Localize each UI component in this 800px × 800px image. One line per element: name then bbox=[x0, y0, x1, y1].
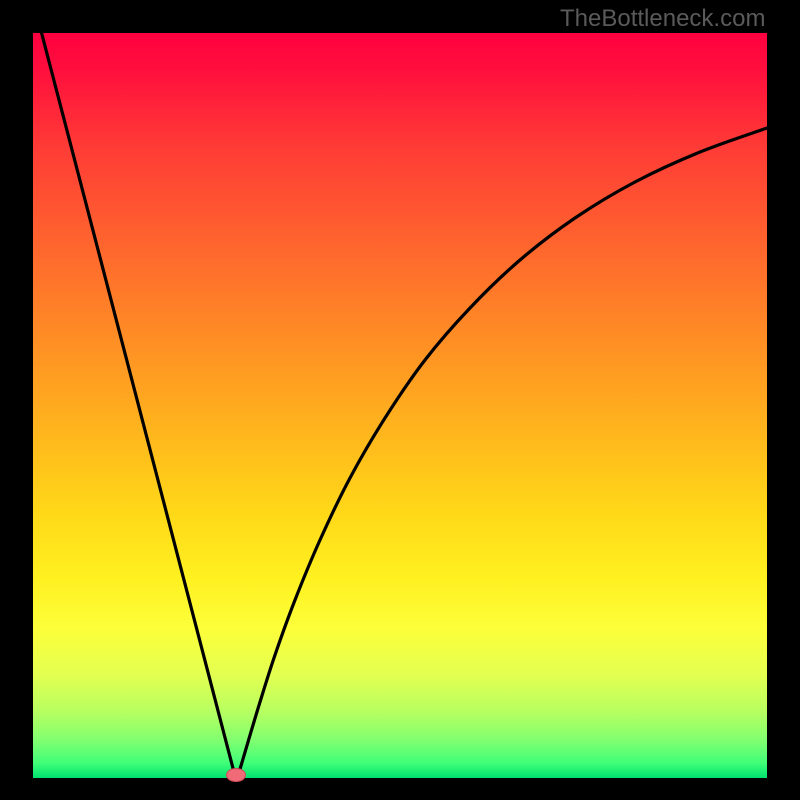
chart-container: TheBottleneck.com bbox=[0, 0, 800, 800]
plot-area bbox=[33, 33, 767, 778]
bottleneck-curve bbox=[0, 0, 800, 800]
curve-left-branch bbox=[33, 0, 235, 776]
optimum-marker bbox=[226, 768, 246, 782]
curve-right-branch bbox=[238, 128, 767, 776]
watermark-text: TheBottleneck.com bbox=[560, 5, 765, 33]
